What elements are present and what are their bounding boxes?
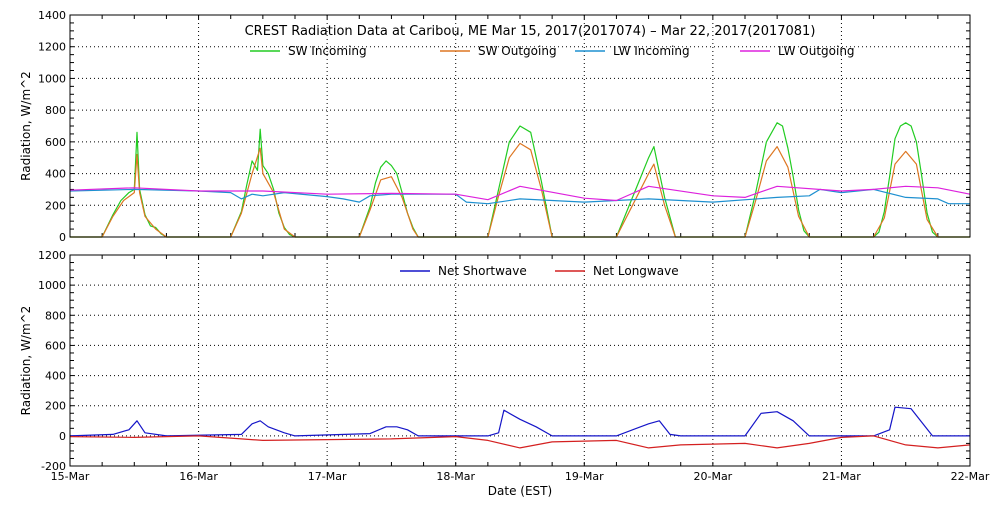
y-tick-label: 1000 bbox=[38, 72, 66, 85]
x-tick-label: 18-Mar bbox=[436, 470, 475, 483]
legend-label: Net Shortwave bbox=[438, 264, 527, 278]
y-tick-label: 200 bbox=[45, 400, 66, 413]
y-tick-label: 600 bbox=[45, 136, 66, 149]
y-tick-label: 600 bbox=[45, 339, 66, 352]
y-axis-label: Radiation, W/m^2 bbox=[19, 306, 33, 416]
y-tick-label: 800 bbox=[45, 104, 66, 117]
series-line-net-shortwave bbox=[69, 406, 970, 437]
x-tick-label: 19-Mar bbox=[565, 470, 604, 483]
panel-1: 0 200 400 600 800 1000 1200 1400 Radiation, W/m^… bbox=[19, 9, 971, 244]
panel-2: 15-Mar 16-Mar 17-Mar 18-Mar 19-Mar 20-Mar 21-M… bbox=[19, 249, 990, 483]
legend-label: LW Outgoing bbox=[778, 44, 855, 58]
plot-frame bbox=[69, 254, 971, 467]
y-tick-label: 400 bbox=[45, 168, 66, 181]
x-tick-label: 20-Mar bbox=[693, 470, 732, 483]
x-tick-label: 16-Mar bbox=[179, 470, 218, 483]
y-tick-label: 1200 bbox=[38, 249, 66, 262]
series-line-net-longwave bbox=[69, 435, 971, 449]
x-axis-label: Date (EST) bbox=[488, 484, 552, 498]
y-tick-label: 0 bbox=[59, 430, 66, 443]
x-tick-label: 21-Mar bbox=[822, 470, 861, 483]
series-line-lw-incoming bbox=[69, 188, 970, 205]
y-tick-label: 800 bbox=[45, 309, 66, 322]
chart-title: CREST Radiation Data at Caribou, ME Mar … bbox=[245, 24, 816, 39]
legend-label: LW Incoming bbox=[613, 44, 690, 58]
plot-frame bbox=[69, 14, 971, 238]
y-tick-label: 200 bbox=[45, 199, 66, 212]
y-tick-label: 1000 bbox=[38, 279, 66, 292]
chart-panels: 0 200 400 600 800 1000 1200 1400 Radiation, W/m^… bbox=[19, 9, 990, 483]
y-tick-label: -200 bbox=[41, 460, 66, 473]
y-tick-label: 0 bbox=[59, 231, 66, 244]
y-axis-label: Radiation, W/m^2 bbox=[19, 71, 33, 181]
x-tick-label: 22-Mar bbox=[951, 470, 990, 483]
series-line-lw-outgoing bbox=[69, 185, 971, 202]
x-tick-label: 15-Mar bbox=[51, 470, 90, 483]
y-tick-label: 400 bbox=[45, 370, 66, 383]
legend-label: SW Outgoing bbox=[478, 44, 557, 58]
legend-label: SW Incoming bbox=[288, 44, 367, 58]
legend-label: Net Longwave bbox=[593, 264, 679, 278]
y-tick-label: 1400 bbox=[38, 9, 66, 22]
y-tick-label: 1200 bbox=[38, 41, 66, 54]
x-tick-label: 17-Mar bbox=[308, 470, 347, 483]
